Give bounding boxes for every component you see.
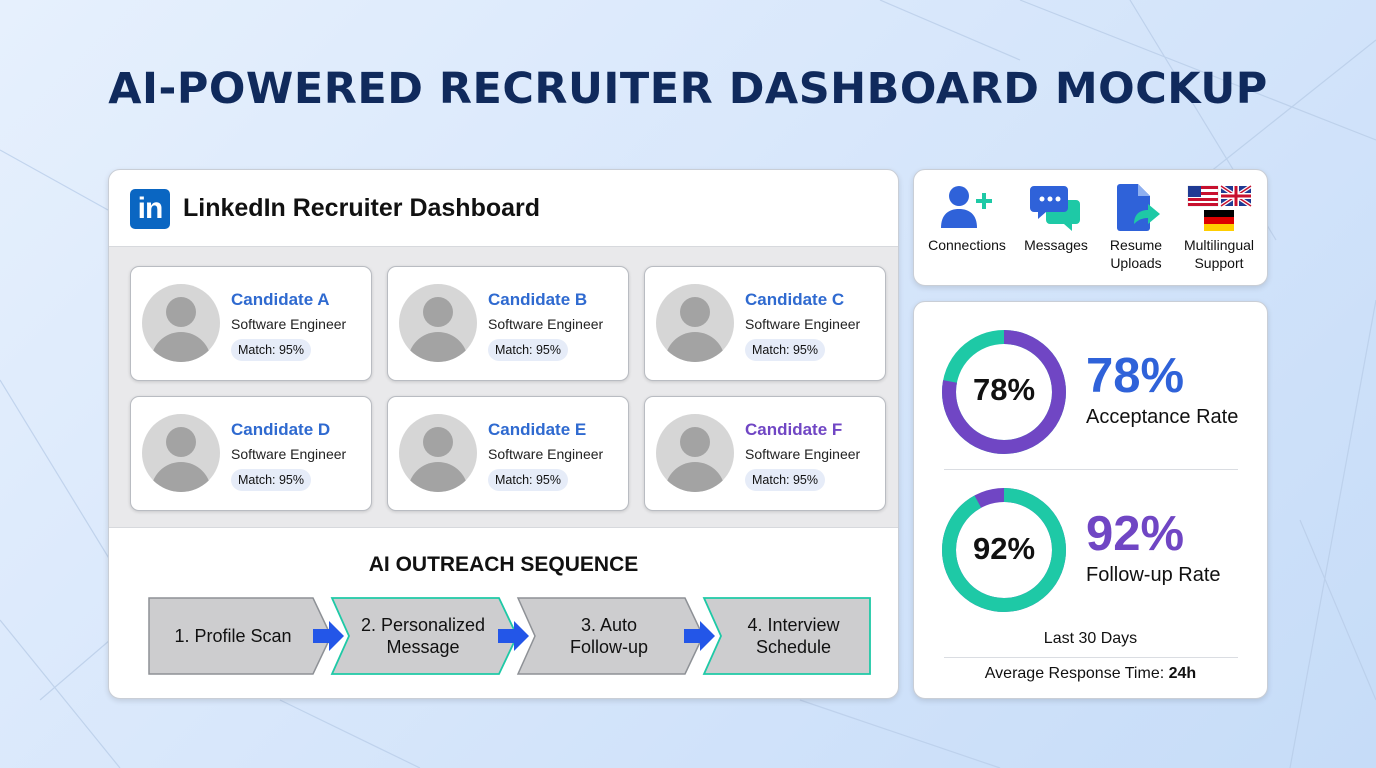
stats-divider <box>944 469 1238 470</box>
candidate-role: Software Engineer <box>231 446 347 462</box>
sequence-step-personalized-message[interactable]: 2. Personalized Message <box>360 615 486 657</box>
feature-label: Messages <box>1024 237 1088 253</box>
candidate-role: Software Engineer <box>231 316 347 332</box>
recruiter-dashboard-panel: in LinkedIn Recruiter Dashboard Candidat… <box>108 169 899 699</box>
flags-icon <box>1187 184 1252 231</box>
follow-up-rate-value: 92% <box>1086 507 1185 561</box>
add-user-icon <box>941 186 992 228</box>
candidate-name[interactable]: Candidate E <box>488 420 587 439</box>
match-badge: Match: 95% <box>488 339 569 361</box>
follow-up-rate-ring <box>942 488 1066 612</box>
acceptance-rate-ring <box>942 330 1066 454</box>
candidate-name[interactable]: Candidate D <box>231 420 331 439</box>
sequence-step-auto-follow-up[interactable]: 3. Auto Follow-up <box>569 615 649 657</box>
match-badge: Match: 95% <box>231 469 312 491</box>
candidate-card[interactable]: Candidate B Software Engineer Match: 95% <box>387 266 629 381</box>
match-badge: Match: 95% <box>745 339 826 361</box>
sequence-step-profile-scan[interactable]: 1. Profile Scan <box>174 626 292 646</box>
german-flag-icon <box>1204 210 1234 231</box>
feature-connections[interactable]: Connections <box>928 182 1006 253</box>
acceptance-rate-arc <box>942 330 1066 454</box>
us-flag-icon <box>1187 185 1219 207</box>
avatar-icon <box>142 414 220 492</box>
stats-divider <box>944 657 1238 658</box>
feature-label: Resume Uploads <box>1109 237 1163 271</box>
match-badge: Match: 95% <box>488 469 569 491</box>
candidate-card[interactable]: Candidate A Software Engineer Match: 95% <box>130 266 372 381</box>
candidate-grid: Candidate A Software Engineer Match: 95%… <box>109 246 898 528</box>
candidate-role: Software Engineer <box>488 316 604 332</box>
follow-up-rate-label: Follow-up Rate <box>1086 564 1221 586</box>
avatar-icon <box>656 414 734 492</box>
stats-panel: 78% 78% Acceptance Rate 92% 92% Follow-u… <box>913 301 1268 699</box>
dashboard-header: in LinkedIn Recruiter Dashboard <box>109 170 898 246</box>
candidate-name[interactable]: Candidate B <box>488 290 588 309</box>
average-response-time: Average Response Time: 24h <box>914 665 1267 683</box>
feature-messages[interactable]: Messages <box>1017 182 1095 253</box>
candidate-card[interactable]: Candidate D Software Engineer Match: 95% <box>130 396 372 511</box>
candidate-card[interactable]: Candidate F Software Engineer Match: 95% <box>644 396 886 511</box>
match-badge: Match: 95% <box>231 339 312 361</box>
follow-up-ring-label: 92% <box>972 531 1036 566</box>
candidate-card[interactable]: Candidate C Software Engineer Match: 95% <box>644 266 886 381</box>
candidate-role: Software Engineer <box>488 446 604 462</box>
average-response-value: 24h <box>1168 665 1197 682</box>
page-title: AI-POWERED RECRUITER DASHBOARD MOCKUP <box>108 64 1268 114</box>
feature-label: Multilingual Support <box>1183 237 1255 271</box>
avatar-icon <box>142 284 220 362</box>
sequence-step-interview-schedule[interactable]: 4. Interview Schedule <box>747 615 840 657</box>
outreach-sequence-title: AI OUTREACH SEQUENCE <box>368 553 639 576</box>
candidate-name[interactable]: Candidate A <box>231 290 330 309</box>
acceptance-rate-value: 78% <box>1086 349 1185 403</box>
period-label: Last 30 Days <box>1043 630 1138 647</box>
candidate-card[interactable]: Candidate E Software Engineer Match: 95% <box>387 396 629 511</box>
avatar-icon <box>399 284 477 362</box>
match-badge: Match: 95% <box>745 469 826 491</box>
dashboard-title: LinkedIn Recruiter Dashboard <box>183 194 541 222</box>
candidate-name[interactable]: Candidate C <box>745 290 845 309</box>
avatar-icon <box>399 414 477 492</box>
features-panel: Connections Messages Resume Uploads <box>913 169 1268 286</box>
acceptance-rate-label: Acceptance Rate <box>1086 406 1239 428</box>
uk-flag-icon <box>1219 184 1252 208</box>
chat-bubbles-icon <box>1030 186 1080 231</box>
candidate-role: Software Engineer <box>745 316 861 332</box>
feature-multilingual-support[interactable]: Multilingual Support <box>1176 182 1262 271</box>
candidate-name[interactable]: Candidate F <box>745 420 843 439</box>
follow-up-rate-arc <box>942 488 1066 612</box>
avatar-icon <box>656 284 734 362</box>
average-response-label: Average Response Time: <box>984 665 1165 682</box>
linkedin-logo-icon: in <box>130 189 170 229</box>
feature-resume-uploads[interactable]: Resume Uploads <box>1097 182 1175 271</box>
acceptance-ring-label: 78% <box>972 372 1036 407</box>
feature-label: Connections <box>928 237 1006 253</box>
candidate-role: Software Engineer <box>745 446 861 462</box>
document-upload-icon <box>1117 184 1160 231</box>
